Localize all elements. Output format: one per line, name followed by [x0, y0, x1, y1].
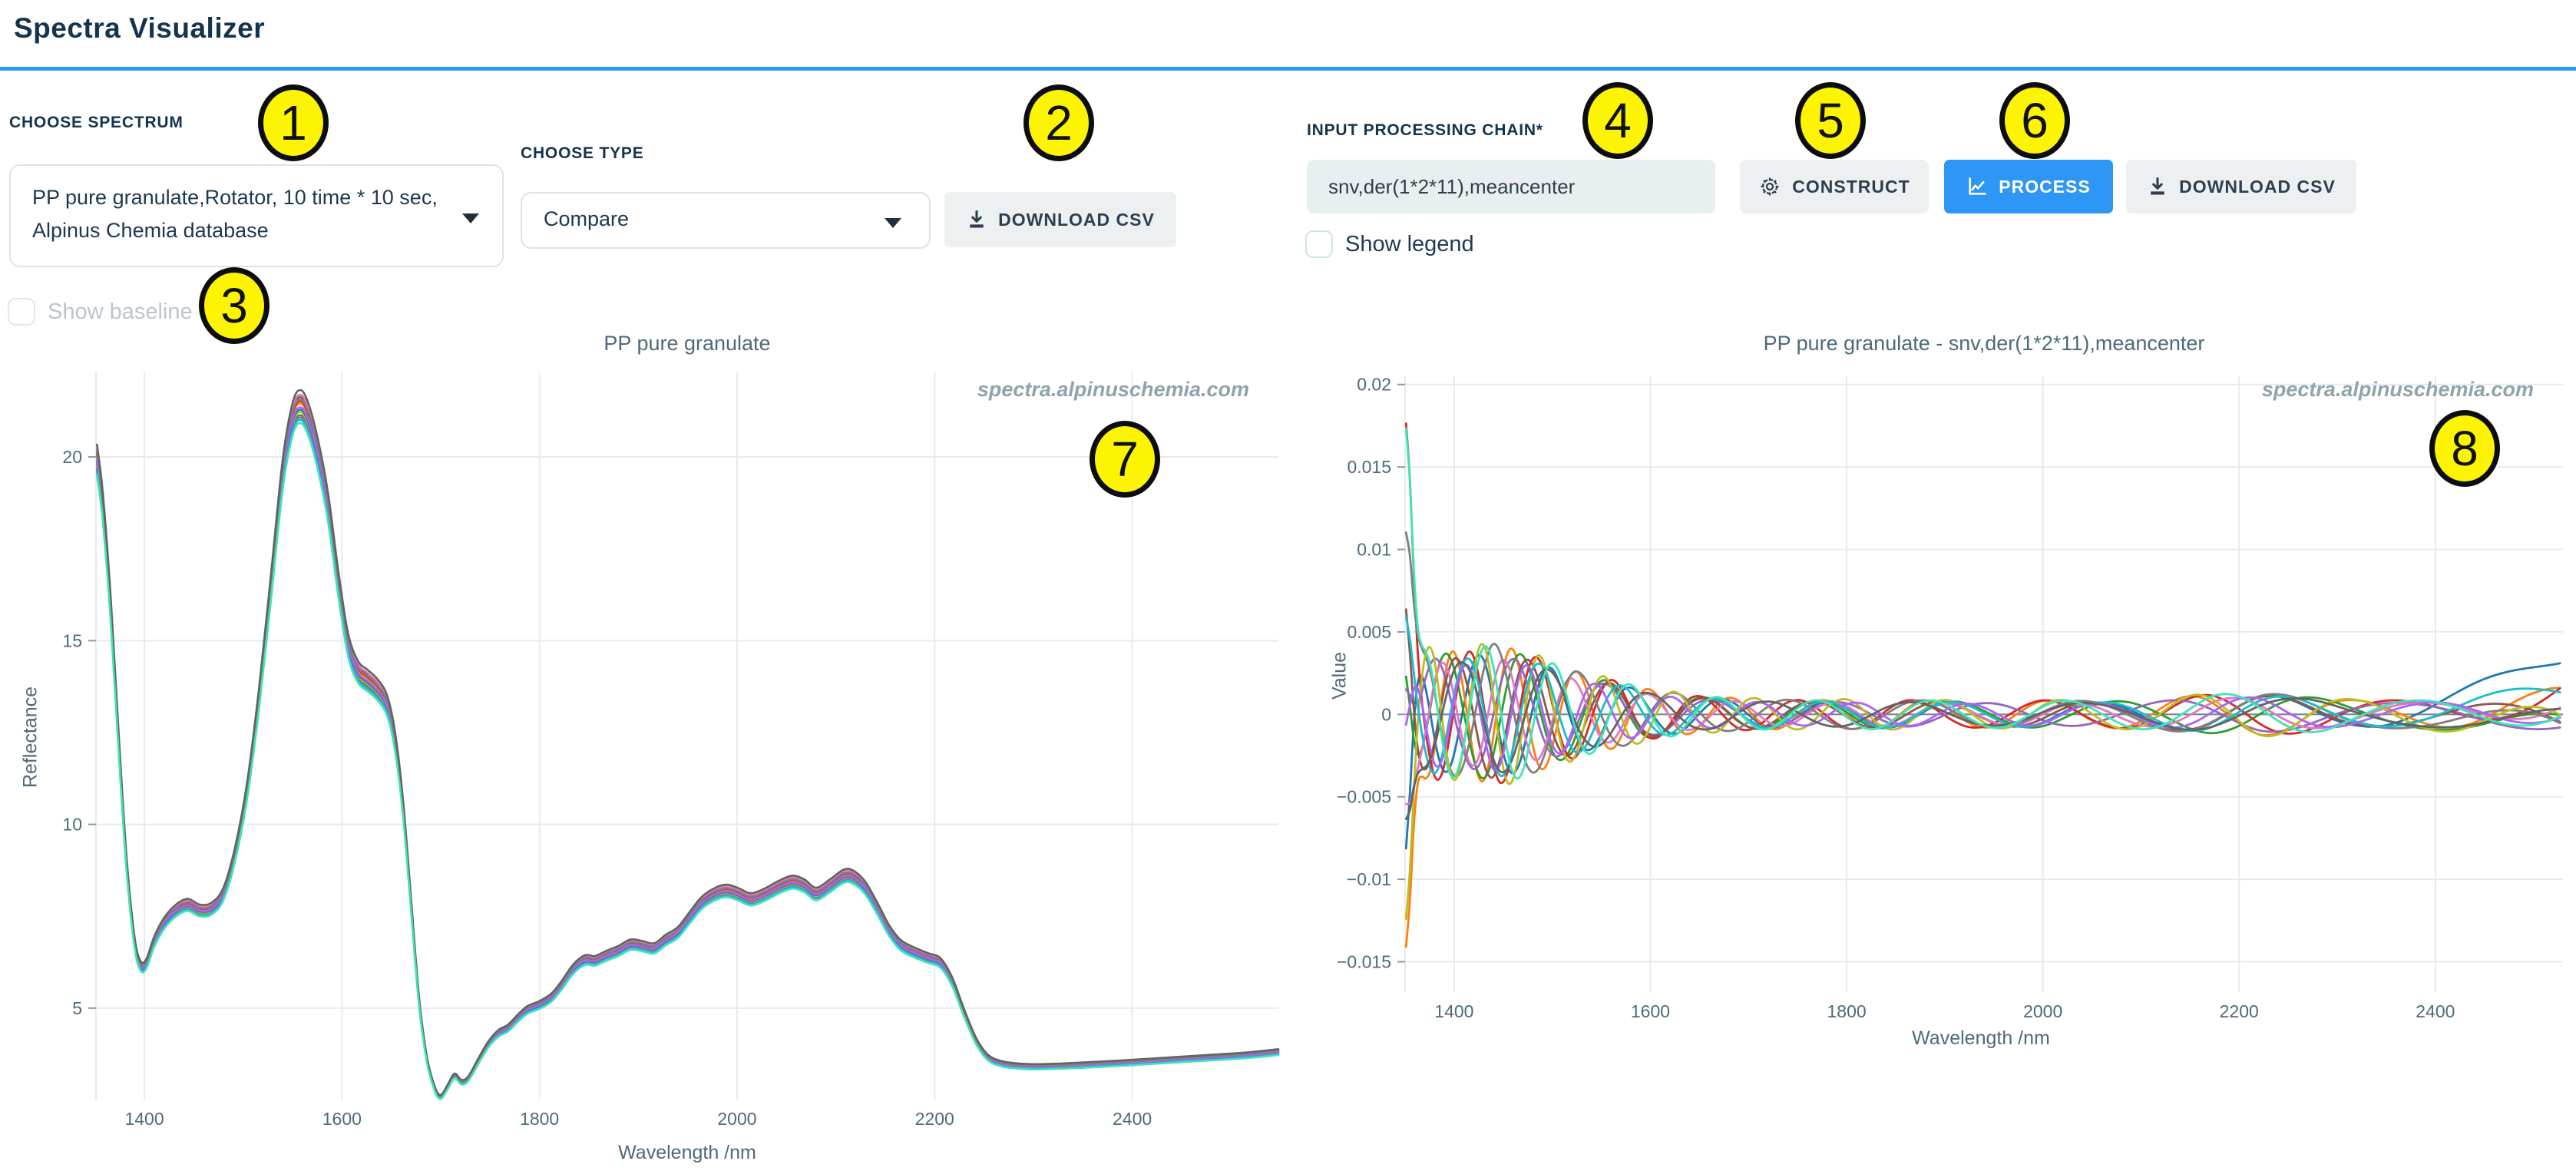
x-tick-label: 2200 [2220, 1001, 2259, 1021]
annotation-circle-1: 1 [258, 84, 329, 161]
show-legend-label: Show legend [1345, 232, 1474, 256]
x-tick-label: 1600 [322, 1109, 362, 1129]
y-tick-label: 20 [62, 447, 82, 467]
processed-spectrum-line [1404, 663, 2561, 772]
y-tick-label: 10 [62, 815, 82, 835]
x-tick-label: 2400 [2416, 1001, 2455, 1021]
y-tick-label: 0.01 [1357, 540, 1391, 560]
y-tick-label: 5 [72, 998, 82, 1018]
processed-spectrum-line [1404, 427, 2561, 780]
chevron-down-icon [885, 218, 901, 228]
process-label: PROCESS [1999, 176, 2091, 197]
show-baseline-label: Show baseline [48, 299, 193, 324]
download-csv-label: DOWNLOAD CSV [2179, 176, 2336, 197]
show-legend-checkbox[interactable] [1305, 230, 1333, 258]
x-tick-label: 1800 [520, 1109, 559, 1129]
processed-spectrum-line [1404, 647, 2561, 948]
annotation-circle-4: 4 [1582, 82, 1653, 159]
right-x-axis-title: Wavelength /nm [1912, 1027, 2050, 1049]
spectrum-select-value-line2: Alpinus Chemia database [32, 219, 269, 242]
left-chart-watermark: spectra.alpinuschemia.com [977, 378, 1249, 401]
processed-spectrum-line [1404, 659, 2561, 805]
spectrum-line [96, 422, 1280, 1100]
gear-icon [1761, 177, 1779, 196]
x-tick-label: 2200 [915, 1109, 954, 1129]
spectrum-line [96, 398, 1280, 1097]
right-chart-title: PP pure granulate - snv,der(1*2*11),mean… [1763, 332, 2205, 355]
annotation-circle-6: 6 [1999, 82, 2070, 159]
x-tick-label: 2400 [1113, 1109, 1152, 1129]
show-baseline-checkbox[interactable] [8, 298, 35, 326]
annotation-circle-7: 7 [1090, 421, 1160, 498]
type-select-value: Compare [544, 207, 630, 230]
y-tick-label: 0.005 [1347, 622, 1391, 642]
spectrum-line [96, 409, 1280, 1099]
y-tick-label: 0.02 [1357, 375, 1391, 395]
x-tick-label: 1400 [1434, 1001, 1473, 1021]
process-button[interactable]: PROCESS [1944, 160, 2113, 213]
annotation-circle-3: 3 [199, 267, 270, 344]
download-icon [970, 210, 984, 228]
download-icon [2151, 177, 2164, 195]
spectrum-line [96, 418, 1280, 1100]
download-csv-button-right[interactable]: DOWNLOAD CSV [2126, 160, 2356, 213]
x-tick-label: 2000 [717, 1109, 756, 1129]
input-processing-chain-label: INPUT PROCESSING CHAIN* [1307, 121, 1543, 139]
construct-label: CONSTRUCT [1792, 176, 1910, 197]
type-select[interactable]: Compare [521, 192, 931, 249]
construct-button[interactable]: CONSTRUCT [1740, 160, 1929, 213]
page-title: Spectra Visualizer [14, 12, 266, 44]
processed-spectrum-line [1404, 643, 2561, 920]
download-csv-label: DOWNLOAD CSV [998, 209, 1155, 230]
annotation-circle-5: 5 [1795, 82, 1866, 159]
spectrum-line [96, 393, 1280, 1097]
y-tick-label: −0.01 [1347, 869, 1391, 889]
x-tick-label: 1400 [124, 1109, 164, 1129]
y-tick-label: 0.015 [1347, 457, 1391, 477]
spectrum-select-value-line1: PP pure granulate,Rotator, 10 time * 10 … [32, 186, 438, 209]
download-csv-button-left[interactable]: DOWNLOAD CSV [944, 192, 1176, 247]
y-tick-label: 15 [62, 630, 82, 650]
y-tick-label: −0.015 [1337, 951, 1391, 971]
choose-type-label: CHOOSE TYPE [521, 144, 644, 162]
spectrum-line [96, 416, 1280, 1100]
line-chart-icon [1969, 177, 1987, 195]
processed-spectrum-line [1404, 616, 2561, 778]
spectrum-line [96, 400, 1280, 1098]
spectrum-select[interactable]: PP pure granulate,Rotator, 10 time * 10 … [9, 164, 504, 267]
left-chart-title: PP pure granulate [603, 332, 771, 355]
header-divider [0, 67, 2576, 71]
left-x-axis-title: Wavelength /nm [618, 1142, 756, 1163]
spectrum-line [96, 402, 1280, 1098]
annotation-circle-8: 8 [2429, 410, 2500, 487]
right-y-axis-title: Value [1328, 651, 1351, 700]
left-y-axis-title: Reflectance [19, 686, 41, 789]
spectrum-line [96, 406, 1280, 1099]
x-tick-label: 1600 [1631, 1001, 1670, 1021]
x-tick-label: 2000 [2023, 1001, 2062, 1021]
processing-chain-input[interactable] [1307, 160, 1715, 213]
chevron-down-icon [462, 213, 479, 223]
annotation-circle-2: 2 [1023, 84, 1094, 161]
right-chart-watermark: spectra.alpinuschemia.com [2261, 378, 2534, 401]
spectrum-line [96, 414, 1280, 1100]
x-tick-label: 1800 [1827, 1001, 1866, 1021]
choose-spectrum-label: CHOOSE SPECTRUM [9, 114, 184, 131]
spectrum-line [96, 395, 1280, 1097]
y-tick-label: 0 [1381, 704, 1391, 724]
spectrum-line [96, 411, 1280, 1099]
spectrum-line [96, 389, 1280, 1097]
y-tick-label: −0.005 [1337, 787, 1391, 807]
